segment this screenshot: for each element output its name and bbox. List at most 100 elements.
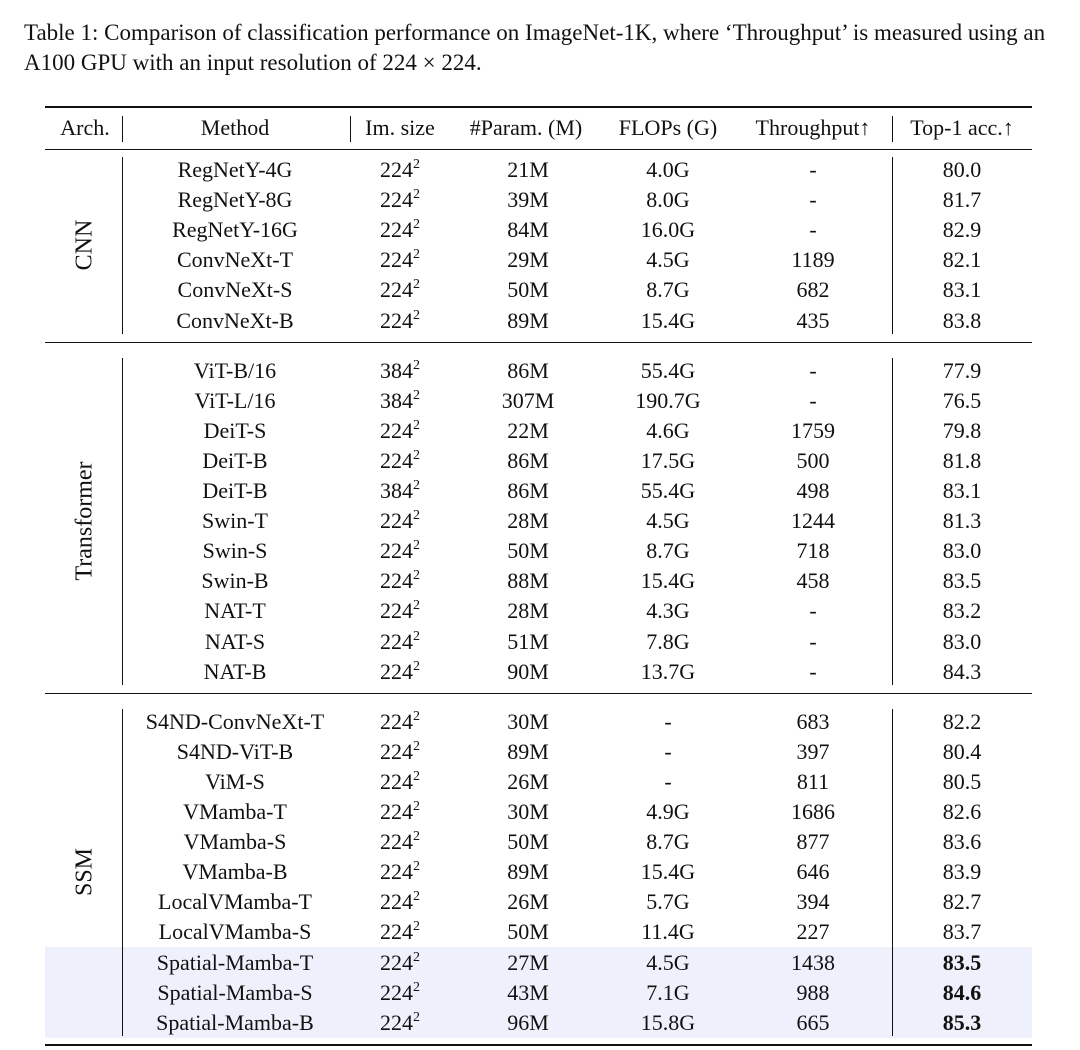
method: ViM-S — [205, 768, 265, 794]
header-cell: FLOPs (G) — [618, 115, 718, 140]
header-cell: Top-1 acc.↑ — [910, 115, 1014, 140]
value-cell: 16.0G — [640, 217, 696, 243]
highlight — [45, 1007, 1032, 1038]
value-cell: 83.0 — [942, 538, 982, 564]
im-size-exp: 2 — [413, 307, 420, 323]
value-cell: 1438 — [791, 949, 835, 975]
im-size-base: 224 — [380, 187, 413, 213]
value-cell: 11.4G — [641, 919, 695, 945]
method: ConvNeXt-B — [176, 307, 294, 333]
value-cell: - — [809, 628, 817, 654]
im-size: 2242 — [380, 538, 420, 564]
im-size-base: 224 — [380, 307, 413, 333]
method: RegNetY-8G — [177, 187, 293, 213]
im-size-exp: 2 — [413, 508, 420, 524]
value-cell: 88M — [507, 568, 549, 594]
column-rule — [122, 116, 123, 142]
value-cell: 82.1 — [942, 247, 982, 273]
value-cell: 811 — [796, 768, 830, 794]
value-cell: 39M — [507, 187, 549, 213]
im-size-exp: 2 — [413, 829, 420, 845]
method: S4ND-ViT-B — [176, 738, 294, 764]
value-cell: 1686 — [791, 799, 835, 824]
im-size: 3842 — [380, 478, 420, 504]
im-size: 2242 — [380, 889, 420, 915]
value-cell: 8.7G — [646, 277, 690, 303]
value-cell: 28M — [507, 508, 549, 534]
value-cell: 55.4G — [640, 357, 696, 383]
value-cell: 4.5G — [646, 949, 690, 975]
im-size: 2242 — [380, 157, 420, 183]
value-cell: 86M — [507, 447, 549, 473]
im-size: 2242 — [380, 598, 420, 624]
im-size: 2242 — [380, 247, 420, 273]
im-size: 2242 — [380, 568, 420, 594]
header-cell: Im. size — [365, 115, 435, 140]
im-size-base: 224 — [380, 829, 413, 855]
value-cell: 988 — [796, 979, 830, 1005]
value-cell: 21M — [507, 157, 549, 182]
value-cell: 15.8G — [640, 1009, 696, 1035]
arch-label: CNN — [71, 219, 98, 271]
value-cell: 82.2 — [942, 708, 982, 734]
method: S4ND-ConvNeXt-T — [145, 708, 325, 734]
im-size: 2242 — [380, 950, 420, 976]
im-size-base: 224 — [380, 508, 413, 534]
im-size-exp: 2 — [413, 768, 420, 784]
im-size-exp: 2 — [413, 658, 420, 674]
im-size-base: 224 — [380, 658, 413, 684]
im-size: 2242 — [380, 308, 420, 334]
value-cell: 15.4G — [640, 307, 696, 333]
header-cell: Arch. — [60, 115, 110, 140]
value-cell: 4.9G — [646, 799, 690, 824]
value-cell: 26M — [507, 889, 549, 915]
im-size: 2242 — [380, 919, 420, 945]
value-cell: 1244 — [791, 508, 835, 534]
value-cell: 83.7 — [942, 919, 982, 945]
value-cell: 227 — [796, 919, 830, 945]
column-rule — [122, 708, 123, 1036]
im-size: 2242 — [380, 508, 420, 534]
value-cell: 77.9 — [942, 357, 982, 383]
im-size-base: 224 — [380, 708, 413, 734]
im-size-exp: 2 — [413, 628, 420, 644]
value-cell: 4.5G — [646, 508, 690, 534]
im-size-exp: 2 — [413, 478, 420, 493]
value-cell: 84.6 — [942, 979, 982, 1005]
value-cell: 83.5 — [942, 568, 982, 594]
value-cell: 8.7G — [646, 829, 690, 855]
im-size-base: 224 — [380, 799, 413, 824]
value-cell: 50M — [507, 829, 549, 855]
method: Spatial-Mamba-T — [156, 949, 314, 975]
im-size: 3842 — [380, 358, 420, 384]
rule — [45, 1043, 1032, 1046]
value-cell: - — [664, 708, 672, 734]
value-cell: 84.3 — [942, 658, 982, 684]
value-cell: 79.8 — [942, 417, 982, 443]
value-cell: 646 — [796, 859, 830, 885]
rule — [45, 341, 1032, 343]
value-cell: 190.7G — [635, 387, 701, 413]
im-size-exp: 2 — [413, 738, 420, 754]
rule — [45, 106, 1032, 108]
im-size-exp: 2 — [413, 277, 420, 293]
im-size-exp: 2 — [413, 799, 420, 814]
header-cell: Method — [200, 115, 270, 140]
value-cell: 55.4G — [640, 478, 696, 503]
value-cell: 4.0G — [646, 157, 690, 182]
im-size: 2242 — [380, 799, 420, 825]
value-cell: 307M — [501, 387, 555, 413]
value-cell: 397 — [796, 738, 830, 764]
im-size-base: 384 — [380, 478, 413, 503]
column-rule — [892, 157, 893, 334]
im-size: 2242 — [380, 418, 420, 444]
im-size-base: 224 — [380, 919, 413, 945]
value-cell: 458 — [796, 568, 830, 594]
rule — [45, 692, 1032, 694]
im-size-exp: 2 — [413, 387, 420, 403]
value-cell: 8.7G — [646, 538, 690, 564]
method: Swin-B — [201, 568, 269, 594]
im-size-base: 224 — [380, 568, 413, 594]
im-size: 2242 — [380, 739, 420, 765]
